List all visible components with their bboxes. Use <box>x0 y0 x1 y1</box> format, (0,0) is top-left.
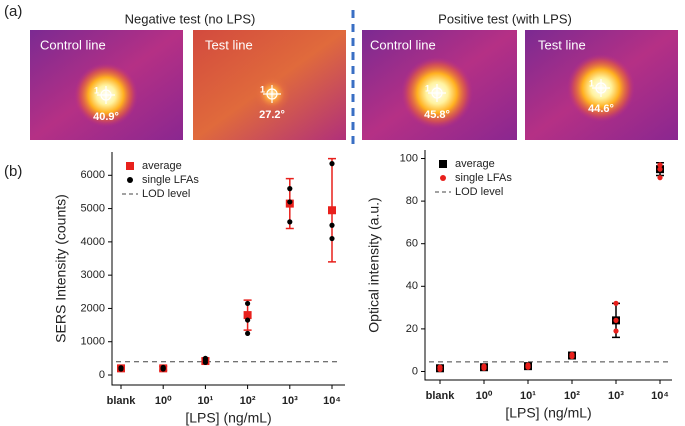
point <box>613 300 619 306</box>
point <box>525 362 531 368</box>
legend-label: single LFAs <box>455 172 512 184</box>
crosshairs <box>97 79 610 104</box>
legend-label: average <box>455 158 495 170</box>
legend-marker <box>440 175 446 181</box>
image-label: Test line <box>538 37 586 52</box>
x-axis-title: [LPS] (ng/mL) <box>505 405 591 421</box>
axis <box>424 150 672 381</box>
marker-label: 1 <box>589 78 594 88</box>
marker-label: 1 <box>425 83 430 93</box>
point <box>437 364 443 370</box>
temperature: 40.9° <box>93 111 119 123</box>
y-tick-label: 2000 <box>81 302 105 314</box>
point <box>657 162 663 168</box>
image-label: Control line <box>370 37 436 52</box>
y-tick-label: 0 <box>412 365 418 377</box>
image-label: Control line <box>40 37 106 52</box>
y-tick-label: 5000 <box>81 202 105 214</box>
point <box>329 222 335 228</box>
point <box>243 311 252 320</box>
point <box>118 365 124 371</box>
legend-marker <box>127 177 133 183</box>
y-tick-label: 20 <box>406 323 418 335</box>
point <box>245 300 251 307</box>
image-label: Test line <box>205 37 253 52</box>
x-tick-label: 10³ <box>608 390 624 402</box>
y-tick-label: 60 <box>406 238 418 250</box>
legend-label: LOD level <box>142 188 190 200</box>
point <box>329 161 335 167</box>
point <box>657 175 663 181</box>
y-tick-label: 0 <box>99 369 105 381</box>
y-tick-label: 80 <box>406 195 418 207</box>
y-axis-title: Optical intensity (a.u.) <box>366 197 382 332</box>
x-tick-label: 10⁴ <box>323 395 341 407</box>
y-tick-label: 40 <box>406 280 418 292</box>
x-tick-label: 10³ <box>282 395 298 407</box>
y-tick-label: 4000 <box>81 236 105 248</box>
x-tick-label: blank <box>107 395 137 407</box>
point <box>287 219 293 225</box>
x-tick-label: 10² <box>564 390 580 402</box>
legend-label: single LFAs <box>142 174 199 186</box>
y-tick-label: 3000 <box>81 269 105 281</box>
point <box>245 317 251 323</box>
group-title: Positive test (with LPS) <box>438 11 572 26</box>
legend-marker <box>126 162 134 170</box>
panel-label: (b) <box>4 163 22 180</box>
point <box>202 355 208 361</box>
x-tick-label: 10¹ <box>520 390 536 402</box>
marker-label: 1 <box>94 85 99 95</box>
legend-label: LOD level <box>455 186 503 198</box>
point <box>287 186 293 192</box>
y-tick-label: 1000 <box>81 336 105 348</box>
x-tick-label: 10⁴ <box>651 390 669 402</box>
y-tick-label: 6000 <box>81 169 105 181</box>
legend-marker <box>439 160 447 168</box>
panel-label: (a) <box>4 3 22 20</box>
x-tick-label: 10⁰ <box>155 395 172 407</box>
point <box>287 199 293 205</box>
x-axis-title: [LPS] (ng/mL) <box>185 410 271 426</box>
temperature: 45.8° <box>424 109 450 121</box>
temperature: 44.6° <box>588 103 614 115</box>
x-tick-label: blank <box>426 390 456 402</box>
x-tick-label: 10¹ <box>197 395 213 407</box>
point <box>613 328 619 334</box>
point <box>328 206 336 215</box>
x-tick-label: 10² <box>240 395 256 407</box>
group-title: Negative test (no LPS) <box>125 11 256 26</box>
point <box>569 351 575 358</box>
y-axis-title: SERS Intensity (counts) <box>53 194 69 343</box>
axis <box>111 152 345 386</box>
temperature: 27.2° <box>259 109 285 121</box>
point <box>160 364 166 370</box>
point <box>613 317 619 323</box>
marker-label: 1 <box>260 84 265 94</box>
point <box>329 235 335 242</box>
x-tick-label: 10⁰ <box>476 390 493 402</box>
y-tick-label: 100 <box>400 152 418 164</box>
point <box>481 363 487 369</box>
legend-label: average <box>142 160 182 172</box>
point <box>245 330 251 337</box>
point <box>657 166 663 172</box>
